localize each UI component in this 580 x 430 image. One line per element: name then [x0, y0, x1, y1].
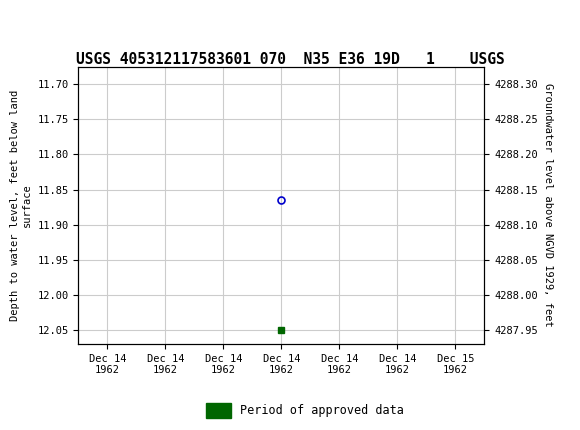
Text: Period of approved data: Period of approved data — [240, 404, 404, 417]
Text: ≡USGS: ≡USGS — [6, 11, 77, 34]
Text: USGS 405312117583601 070  N35 E36 19D   1    USGS: USGS 405312117583601 070 N35 E36 19D 1 U… — [75, 52, 505, 67]
Y-axis label: Depth to water level, feet below land
surface: Depth to water level, feet below land su… — [10, 90, 32, 321]
Bar — [206, 403, 231, 418]
Y-axis label: Groundwater level above NGVD 1929, feet: Groundwater level above NGVD 1929, feet — [543, 83, 553, 327]
